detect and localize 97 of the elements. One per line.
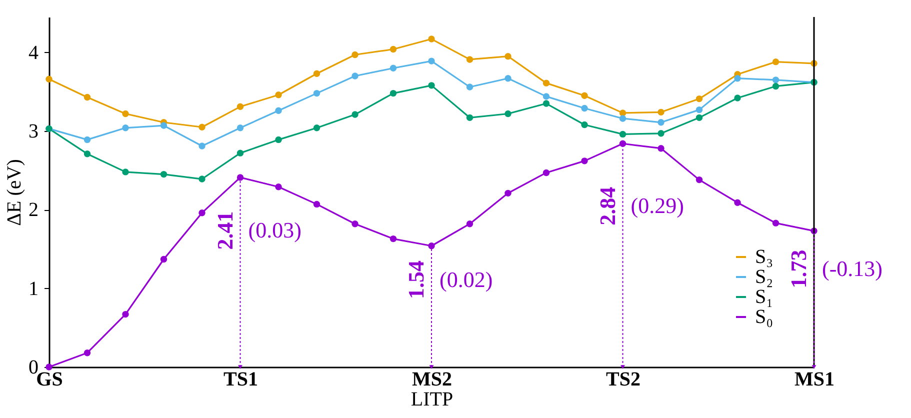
point (122, 168, 129, 176)
point (84, 349, 91, 356)
point (504, 52, 512, 60)
point (658, 145, 664, 152)
point (46, 76, 52, 82)
point (581, 92, 588, 99)
point (734, 75, 741, 82)
point (696, 95, 703, 102)
x-axis-title: LITP (410, 388, 454, 410)
point (734, 94, 741, 102)
point (658, 130, 664, 137)
point (198, 124, 206, 130)
point (658, 108, 664, 116)
annotation: 2.41 (212, 211, 238, 250)
legend-label: S₁ (755, 286, 774, 308)
point (581, 121, 588, 128)
point (236, 150, 244, 156)
point (696, 114, 703, 122)
point (198, 176, 206, 182)
y-tick-label: 2 (28, 199, 38, 222)
y-tick-label: 0 (28, 356, 38, 378)
annotation: 2.84 (594, 186, 620, 226)
point (198, 142, 206, 150)
point (160, 122, 168, 129)
point (236, 174, 244, 181)
point (466, 56, 474, 63)
point (352, 72, 358, 80)
annotation: 1.54 (404, 260, 428, 300)
legend-label: S₃ (755, 246, 774, 268)
point (772, 76, 780, 84)
point (390, 90, 397, 97)
y-tick-label: 1 (28, 278, 38, 300)
point (84, 94, 91, 101)
point (504, 190, 512, 197)
point (772, 220, 780, 226)
point (275, 136, 282, 144)
point (160, 256, 168, 263)
annotation: (0.03) (248, 218, 302, 243)
point (542, 169, 550, 176)
point (772, 82, 780, 90)
point (352, 51, 358, 58)
point (466, 114, 474, 122)
point (542, 80, 550, 86)
x-tick-label: MS2 (412, 368, 452, 390)
annotation: (0.02) (440, 266, 493, 292)
point (542, 93, 550, 100)
point (160, 170, 168, 178)
point (352, 111, 358, 118)
annotation: 1.73 (786, 250, 811, 288)
y-axis-title: ΔE (eV) (4, 159, 26, 226)
x-tick-label: TS2 (606, 368, 640, 390)
point (428, 82, 435, 89)
x-tick-label: TS1 (224, 368, 258, 390)
point (390, 64, 397, 72)
point (658, 119, 664, 126)
point (122, 110, 129, 118)
point (390, 235, 397, 242)
point (236, 103, 244, 110)
point (734, 199, 741, 206)
point (84, 150, 91, 158)
point (275, 107, 282, 114)
point (504, 110, 512, 118)
point (466, 84, 474, 90)
point (122, 124, 129, 132)
legend-label: S₀ (755, 306, 774, 328)
point (696, 176, 703, 184)
point (84, 136, 91, 144)
point (772, 58, 780, 66)
point (352, 220, 358, 228)
y-tick-label: 4 (28, 42, 38, 64)
point (428, 36, 435, 42)
point (428, 242, 435, 250)
point (313, 200, 320, 208)
point (275, 92, 282, 98)
point (313, 124, 320, 132)
point (275, 184, 282, 190)
point (198, 209, 206, 216)
point (696, 106, 703, 114)
legend-label: S₂ (755, 266, 774, 288)
point (619, 130, 626, 138)
y-tick-label: 3 (28, 120, 38, 143)
annotation: (0.29) (630, 193, 684, 218)
point (236, 124, 244, 132)
point (581, 158, 588, 164)
point (504, 75, 512, 82)
x-tick-label: MS1 (794, 368, 834, 390)
text: (-0.13) (822, 256, 882, 282)
point (542, 100, 550, 107)
point (390, 46, 397, 53)
point (619, 140, 626, 147)
point (619, 115, 626, 122)
point (581, 104, 588, 112)
point (466, 220, 474, 228)
point (313, 90, 320, 97)
point (428, 58, 435, 64)
point (313, 70, 320, 77)
point (122, 310, 129, 318)
